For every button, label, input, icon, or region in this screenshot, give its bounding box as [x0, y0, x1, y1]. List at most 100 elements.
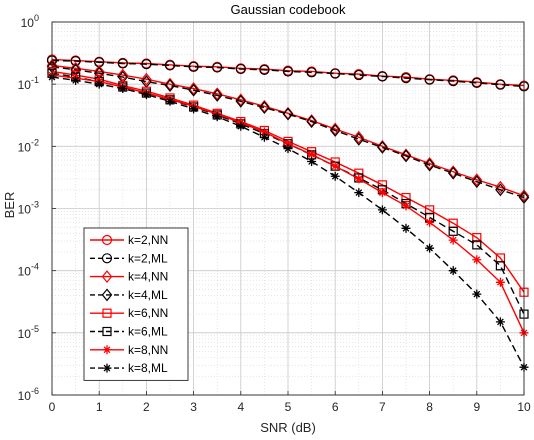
marker-point [102, 308, 112, 318]
marker-point [353, 132, 365, 146]
marker-point [495, 261, 505, 271]
marker-point [101, 253, 113, 264]
legend-item: k=2,ML [90, 251, 168, 265]
x-tick-label: 10 [517, 400, 531, 414]
y-tick-label: 100 [21, 13, 39, 30]
marker-point [377, 205, 387, 215]
legend-item: k=4,ML [90, 288, 168, 302]
marker-point [377, 71, 388, 82]
x-tick-label: 9 [473, 400, 480, 414]
marker-point [447, 165, 459, 179]
marker-point [354, 174, 364, 184]
marker-point [354, 188, 364, 198]
marker-point [282, 66, 294, 77]
marker-point [94, 79, 104, 89]
marker-point [472, 289, 482, 299]
marker-point [353, 130, 365, 144]
marker-point [141, 72, 152, 86]
marker-point [141, 90, 151, 100]
y-tick-label: 10-4 [18, 262, 39, 279]
marker-point [70, 55, 81, 67]
legend-item: k=6,NN [90, 306, 168, 320]
series-k-2-ml [46, 55, 530, 92]
x-tick-label: 5 [285, 400, 292, 414]
legend-item: k=4,NN [90, 270, 168, 284]
marker-point [471, 175, 483, 189]
marker-point [448, 76, 459, 87]
legend-item: k=6,ML [90, 325, 168, 339]
y-axis-label: BER [2, 192, 17, 219]
marker-point [330, 171, 340, 181]
marker-point [118, 84, 128, 94]
legend-label: k=4,NN [128, 270, 168, 284]
chart-title: Gaussian codebook [231, 2, 346, 17]
x-axis-label: SNR (dB) [260, 420, 316, 435]
marker-point [495, 180, 506, 194]
marker-point [117, 68, 129, 82]
marker-point [101, 234, 113, 246]
marker-point [141, 59, 152, 70]
marker-point [259, 64, 270, 75]
legend-label: k=2,NN [128, 233, 168, 247]
marker-point [306, 115, 317, 129]
marker-point [235, 94, 247, 108]
marker-point [495, 183, 506, 197]
marker-point [102, 326, 112, 337]
x-tick-label: 3 [190, 400, 197, 414]
marker-point [471, 77, 482, 88]
marker-point [259, 99, 270, 113]
marker-point [424, 157, 435, 170]
x-axis-ticks: 0 1 2 3 4 5 6 7 8 9 10 [49, 391, 531, 414]
marker-point [330, 68, 341, 79]
marker-point [212, 112, 222, 122]
marker-point [377, 188, 387, 198]
x-tick-label: 6 [332, 400, 339, 414]
marker-point [400, 148, 412, 162]
marker-point [495, 317, 505, 327]
legend-label: k=6,ML [128, 325, 168, 339]
marker-point [102, 363, 112, 373]
marker-point [472, 255, 482, 265]
x-tick-label: 8 [426, 400, 433, 414]
marker-point [212, 62, 223, 73]
marker-point [377, 140, 388, 154]
marker-point [283, 139, 293, 149]
marker-point [71, 75, 81, 85]
y-tick-label: 10-3 [18, 200, 39, 217]
marker-point [329, 122, 341, 136]
marker-point [189, 104, 199, 114]
marker-point [424, 158, 435, 172]
marker-point [188, 83, 199, 97]
series-line [51, 66, 525, 199]
legend-item: k=8,ML [90, 361, 168, 375]
marker-point [188, 61, 199, 72]
marker-point [101, 270, 113, 284]
plot-frame [51, 21, 525, 396]
legend-label: k=8,NN [128, 343, 168, 357]
marker-point [283, 144, 293, 154]
y-tick-label: 10-1 [18, 75, 39, 92]
marker-point [259, 101, 270, 115]
series-line [51, 64, 525, 197]
marker-point [425, 243, 435, 253]
marker-point [164, 77, 176, 91]
marker-point [211, 88, 223, 102]
y-tick-label: 10-5 [18, 324, 39, 341]
marker-point [448, 235, 458, 245]
marker-point [307, 157, 317, 167]
marker-point [102, 345, 112, 355]
marker-point [282, 107, 294, 121]
marker-point [425, 217, 435, 227]
marker-point [471, 173, 483, 187]
marker-point [117, 58, 128, 69]
marker-point [353, 69, 364, 81]
marker-point [495, 79, 506, 90]
legend: k=2,NN k=2,ML k=4,NN k=4,ML k=6,NN k=6,ML k=8,… [83, 227, 189, 381]
marker-point [306, 67, 317, 78]
marker-point [101, 288, 113, 302]
legend-label: k=6,NN [128, 306, 168, 320]
x-tick-label: 1 [96, 400, 103, 414]
marker-point [306, 114, 317, 127]
marker-point [188, 82, 199, 96]
